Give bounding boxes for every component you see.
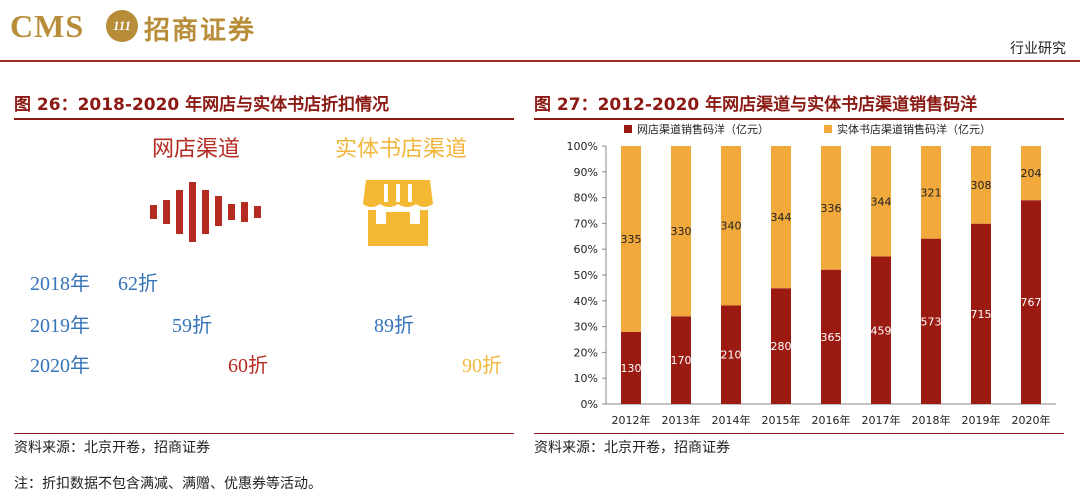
- figure-27-title-underline: [534, 118, 1064, 120]
- data-label-online: 170: [671, 354, 692, 367]
- figure-26-title: 图 26：2018-2020 年网店与实体书店折扣情况: [14, 95, 390, 115]
- header-divider: [0, 60, 1080, 62]
- bar-online: [821, 269, 841, 404]
- data-label-online: 130: [621, 362, 642, 375]
- footnote: 注：折扣数据不包含满减、满赠、优惠券等活动。: [14, 476, 322, 492]
- logo-cms: CMS: [10, 8, 85, 44]
- online-discount-value: 60折: [228, 355, 268, 377]
- data-label-offline: 330: [671, 225, 692, 238]
- y-tick-label: 70%: [574, 217, 598, 230]
- y-tick-label: 50%: [574, 269, 598, 282]
- bar-online: [771, 288, 791, 404]
- figure-26-bottom-rule: [14, 433, 514, 434]
- bar-offline: [871, 146, 891, 257]
- x-tick-label: 2013年: [662, 413, 701, 427]
- y-tick-label: 80%: [574, 192, 598, 205]
- bar-offline: [1021, 146, 1041, 201]
- bar-offline: [721, 146, 741, 306]
- x-tick-label: 2016年: [812, 413, 851, 427]
- bar-offline: [621, 146, 641, 332]
- bar-offline: [771, 146, 791, 289]
- online-channel-label: 网店渠道: [152, 137, 241, 162]
- legend-swatch: [624, 125, 632, 133]
- offline-discount-value: 89折: [374, 315, 414, 337]
- y-tick-label: 10%: [574, 372, 598, 385]
- figure-27-source: 资料来源：北京开卷，招商证券: [534, 440, 730, 456]
- x-tick-label: 2019年: [962, 413, 1001, 427]
- x-tick-label: 2014年: [712, 413, 751, 427]
- x-tick-label: 2015年: [762, 413, 801, 427]
- y-tick-label: 30%: [574, 321, 598, 334]
- bar-online: [671, 316, 691, 404]
- data-label-offline: 344: [871, 195, 892, 208]
- bar-online: [921, 238, 941, 404]
- data-label-offline: 336: [821, 202, 842, 215]
- logo-badge-icon: 111: [106, 10, 138, 42]
- data-label-online: 715: [971, 308, 992, 321]
- legend-label: 实体书店渠道销售码洋（亿元）: [837, 122, 991, 136]
- online-discount-value: 59折: [172, 315, 212, 337]
- data-label-online: 767: [1021, 296, 1042, 309]
- x-tick-label: 2017年: [862, 413, 901, 427]
- figure-27-title: 图 27：2012-2020 年网店渠道与实体书店渠道销售码洋: [534, 95, 978, 115]
- sound-wave-icon: [150, 182, 265, 244]
- year-label: 2018年: [30, 273, 90, 295]
- figure-26-title-underline: [14, 118, 514, 120]
- bar-online: [1021, 200, 1041, 404]
- bar-online: [871, 256, 891, 404]
- section-label: 行业研究: [1010, 41, 1066, 57]
- year-label: 2019年: [30, 315, 90, 337]
- bar-online: [721, 305, 741, 404]
- bar-offline: [671, 146, 691, 317]
- y-tick-label: 60%: [574, 243, 598, 256]
- bar-offline: [921, 146, 941, 239]
- year-label: 2020年: [30, 355, 90, 377]
- y-tick-label: 100%: [567, 140, 598, 153]
- bar-offline: [971, 146, 991, 224]
- bar-online: [621, 331, 641, 404]
- x-tick-label: 2020年: [1012, 413, 1051, 427]
- figure-27-bottom-rule: [534, 433, 1064, 434]
- data-label-online: 459: [871, 324, 892, 337]
- online-discount-value: 62折: [118, 273, 158, 295]
- data-label-online: 280: [771, 340, 792, 353]
- storefront-icon: [363, 180, 433, 246]
- data-label-offline: 308: [971, 179, 992, 192]
- offline-channel-label: 实体书店渠道: [335, 137, 468, 162]
- bar-offline: [821, 146, 841, 270]
- sales-stacked-bar-chart: 网店渠道销售码洋（亿元） 实体书店渠道销售码洋（亿元） 0% 10% 20% 30% 40%…: [567, 122, 1056, 427]
- data-label-online: 210: [721, 349, 742, 362]
- data-label-offline: 340: [721, 220, 742, 233]
- y-tick-label: 20%: [574, 346, 598, 359]
- data-label-online: 365: [821, 331, 842, 344]
- bar-online: [971, 223, 991, 404]
- data-label-offline: 204: [1021, 167, 1042, 180]
- logo-company-name: 招商证券: [144, 16, 257, 46]
- data-label-offline: 344: [771, 211, 792, 224]
- data-label-online: 573: [921, 315, 942, 328]
- legend-label: 网店渠道销售码洋（亿元）: [637, 122, 769, 136]
- y-tick-label: 90%: [574, 166, 598, 179]
- figure-26-source: 资料来源：北京开卷，招商证券: [14, 440, 210, 456]
- x-tick-label: 2018年: [912, 413, 951, 427]
- x-tick-label: 2012年: [612, 413, 651, 427]
- offline-discount-value: 90折: [462, 355, 502, 377]
- legend-swatch: [824, 125, 832, 133]
- data-label-offline: 321: [921, 186, 942, 199]
- data-label-offline: 335: [621, 233, 642, 246]
- y-tick-label: 40%: [574, 295, 598, 308]
- y-tick-label: 0%: [581, 398, 598, 411]
